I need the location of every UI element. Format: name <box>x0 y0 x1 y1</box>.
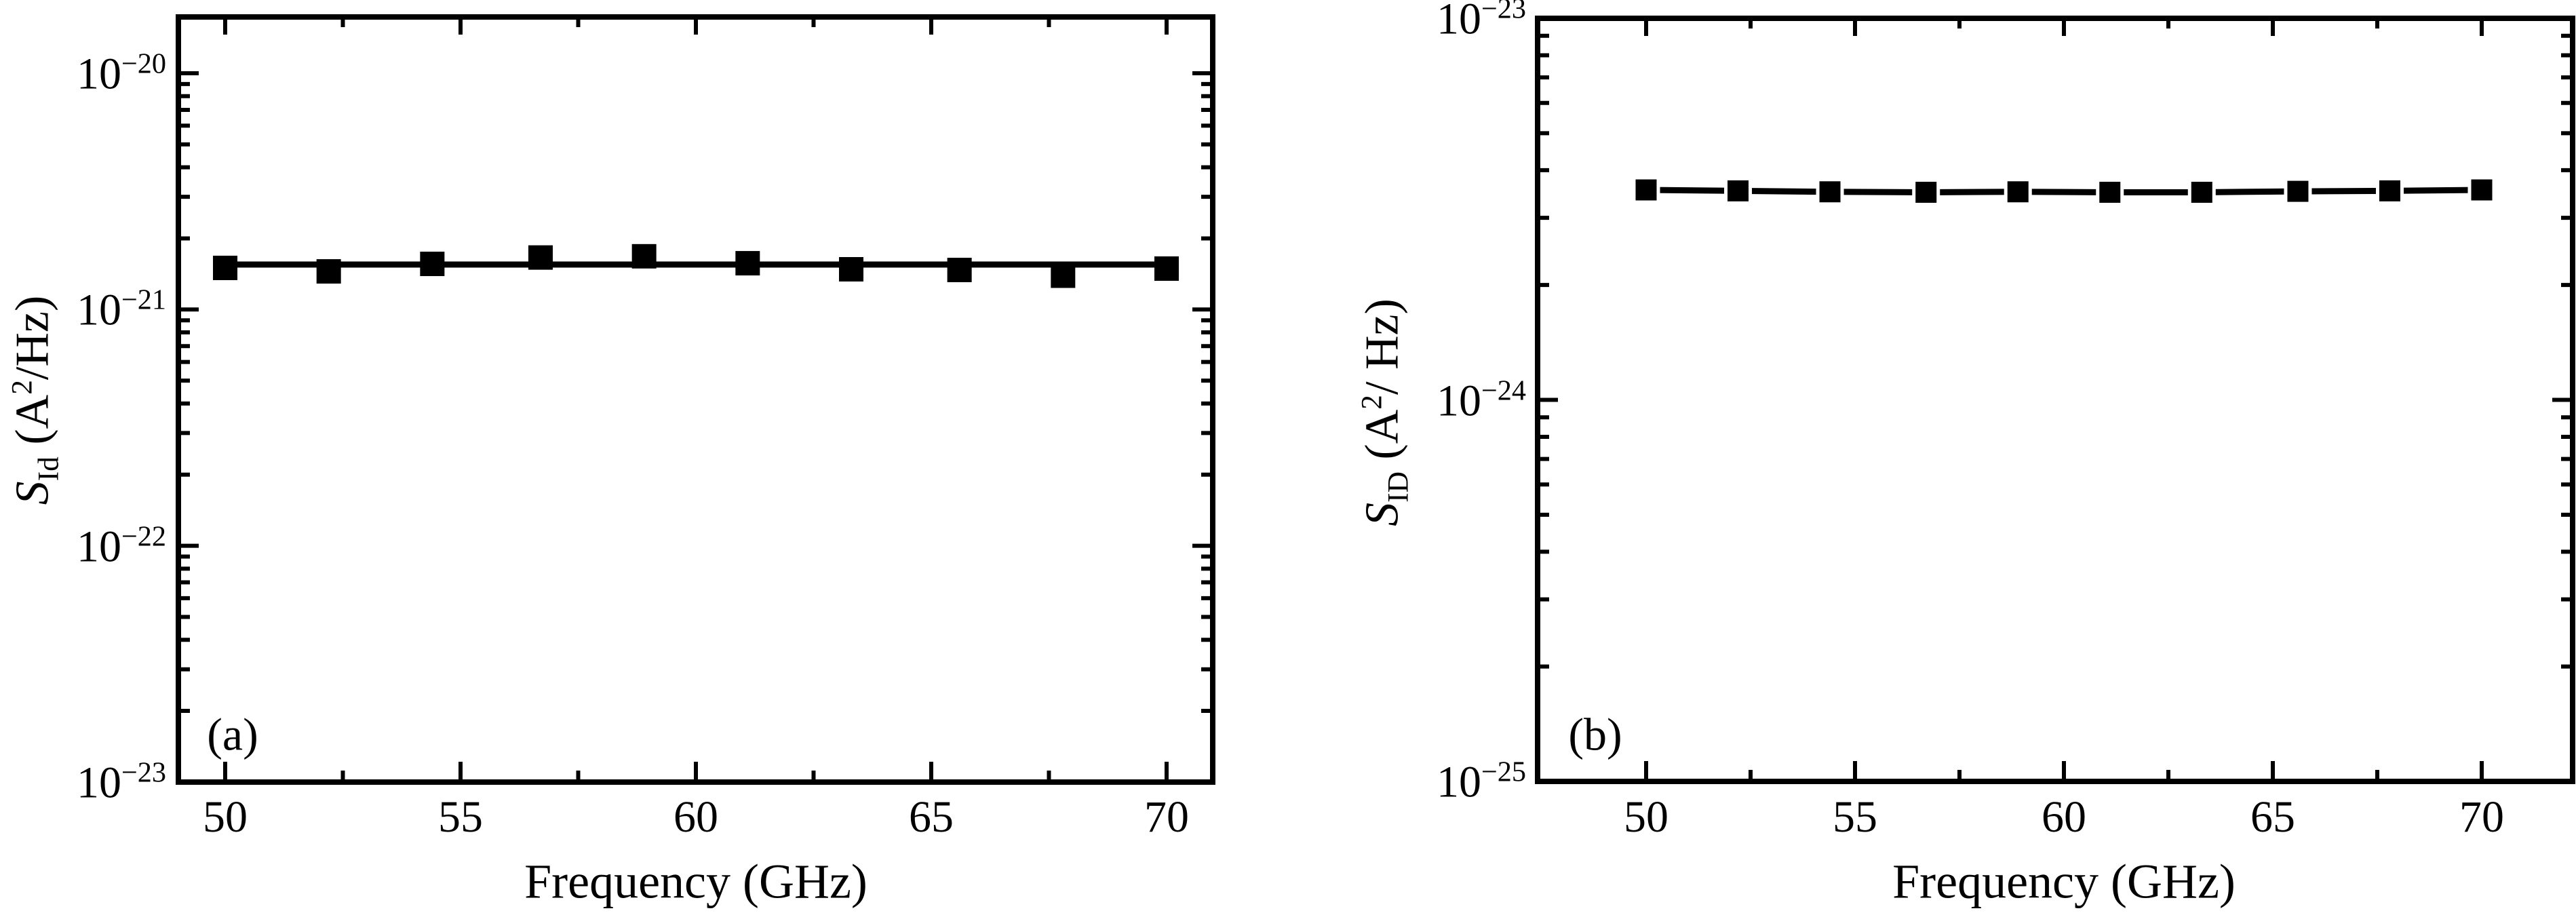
panel-a-y-tick-label: 10−21 <box>76 284 166 335</box>
panel-b-y-tick-label: 10−23 <box>1436 0 1526 44</box>
panel-b-y-axis-title: SID (A2/ Hz) <box>1354 298 1415 526</box>
panel-b-x-tick-label: 70 <box>2459 792 2504 842</box>
panel-b-data-point-marker <box>2004 178 2032 206</box>
panel-a-y-axis-title: SId (A2/Hz) <box>5 296 65 505</box>
panel-a-data-point-marker <box>213 255 237 280</box>
panel-b-data-point-marker <box>1632 176 1660 204</box>
panel-a-axes-box <box>176 14 1215 785</box>
panel-b-x-tick-label: 50 <box>1624 792 1668 842</box>
panel-a-data-point-marker <box>1154 256 1179 281</box>
panel-a-y-unit-close: /Hz) <box>6 295 59 381</box>
panel-a-y-unit-exp: 2 <box>5 380 39 395</box>
panel-a-data-point-marker <box>947 258 972 283</box>
panel-b-data-point-marker <box>2467 176 2496 204</box>
panel-a-letter: (a) <box>207 708 258 760</box>
panel-a-x-tick-label: 70 <box>1144 792 1189 842</box>
panel-a-y-tick-label: 10−22 <box>76 520 166 572</box>
panel-b-letter: (b) <box>1568 708 1622 760</box>
panel-a-data-point-marker <box>1051 263 1076 288</box>
panel-b-y-tick-label: 10−24 <box>1436 374 1526 425</box>
panel-b-x-tick-label: 65 <box>2250 792 2295 842</box>
panel-b-data-point-marker <box>2187 178 2216 206</box>
panel-a-x-axis-title: Frequency (GHz) <box>524 854 867 909</box>
panel-a-y-tick-label: 10−23 <box>76 756 166 808</box>
panel-a-x-tick-label: 55 <box>438 792 483 842</box>
panel-a-data-point-marker <box>316 259 341 284</box>
panel-a-x-tick-label: 65 <box>909 792 954 842</box>
panel-b-data-point-marker <box>1912 178 1940 206</box>
panel-b-y-unit-exp: 2 <box>1355 395 1388 410</box>
panel-a-data-point-marker <box>735 251 760 276</box>
panel-a-y-unit-open: (A <box>6 394 59 457</box>
panel-b-y-tick-label: 10−25 <box>1436 756 1526 807</box>
panel-a-y-symbol: S <box>6 481 59 505</box>
panel-b-x-tick-label: 55 <box>1833 792 1877 842</box>
panel-a-data-point-marker <box>528 245 553 270</box>
panel-b-data-point-marker <box>1724 176 1753 205</box>
panel-b-data-line <box>1645 187 2482 195</box>
panel-a-data-point-marker <box>631 244 657 269</box>
panel-b-x-tick-label: 60 <box>2042 792 2086 842</box>
panel-b-data-point-marker <box>2096 178 2124 206</box>
panel-b-y-unit-close: / Hz) <box>1356 298 1409 395</box>
panel-a-y-tick-label: 10−20 <box>76 47 166 99</box>
panel-b-x-axis-title: Frequency (GHz) <box>1892 854 2236 909</box>
panel-b-data-point-marker <box>2284 177 2312 206</box>
panel-b-data-point-marker <box>2375 176 2404 205</box>
panel-a-data-point-marker <box>420 252 445 277</box>
panel-b-data-point-marker <box>1816 178 1844 206</box>
panel-a-y-subscript: Id <box>32 456 65 482</box>
panel-b-axes-box <box>1535 16 2575 784</box>
panel-a-data-point-marker <box>839 256 864 281</box>
panel-b-y-symbol: S <box>1356 502 1409 526</box>
panel-a-x-tick-label: 60 <box>674 792 718 842</box>
panel-b-y-unit-open: (A <box>1356 409 1409 472</box>
panel-a-x-tick-label: 50 <box>203 792 248 842</box>
panel-b-y-subscript: ID <box>1382 471 1415 503</box>
